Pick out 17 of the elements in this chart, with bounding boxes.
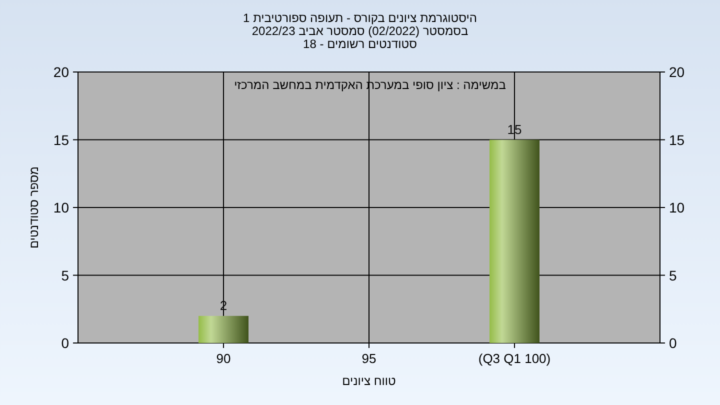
y-tick-label: 0 [61, 335, 70, 351]
y-tick-label: 20 [53, 64, 70, 80]
y-axis-title: מספר סטודנטים [27, 166, 41, 249]
y2-tick-label: 10 [669, 200, 685, 216]
y2-tick-label: 0 [669, 335, 677, 351]
y2-tick-label: 15 [669, 132, 685, 148]
x-axis-title: טווח ציונים [342, 374, 396, 388]
y-tick-label: 10 [53, 200, 70, 216]
y-tick-label: 15 [53, 132, 70, 148]
x-tick-label: 90 [216, 351, 231, 366]
y-tick-label: 5 [61, 267, 70, 284]
chart-subtitle: בסמסטר (02/2022) סמסטר אביב 2022/23 סטודנטים רשומים - 18 [252, 24, 468, 51]
x-tick-label: 95 [362, 351, 376, 366]
chart-title: היסטוגרמת ציונים בקורס - תעופה ספורטיבית 1 [243, 11, 477, 25]
y2-tick-label: 20 [669, 64, 685, 80]
x-tick-label: (Q3 Q1 100) [478, 351, 551, 366]
y2-tick-label: 5 [669, 267, 677, 284]
